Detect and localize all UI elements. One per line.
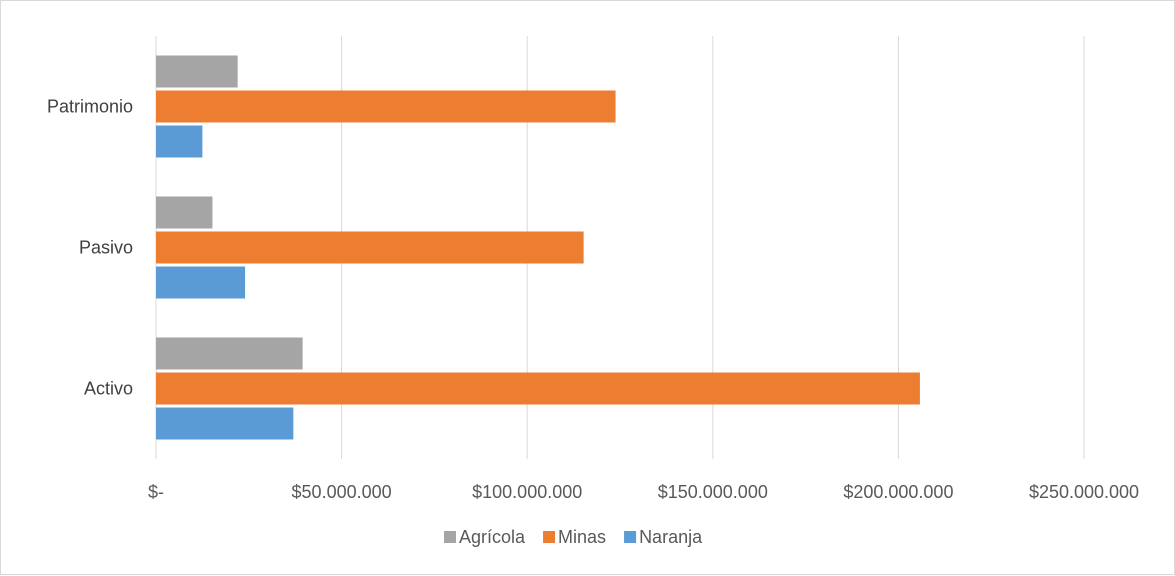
category-label-patrimonio: Patrimonio xyxy=(47,97,133,117)
x-tick-label: $50.000.000 xyxy=(292,482,392,502)
bar-naranja-pasivo xyxy=(156,266,246,299)
bar-minas-pasivo xyxy=(156,231,584,264)
bar-agricola-pasivo xyxy=(156,196,213,229)
legend-swatch-minas xyxy=(543,531,556,543)
bar-naranja-activo xyxy=(156,407,294,440)
bars xyxy=(156,55,920,440)
x-tick-labels: $- $50.000.000 $100.000.000 $150.000.000 $20… xyxy=(148,482,1139,502)
legend-label-agricola: Agrícola xyxy=(459,527,526,547)
bar-minas-activo xyxy=(156,372,920,405)
bar-naranja-patrimonio xyxy=(156,125,203,158)
category-label-pasivo: Pasivo xyxy=(79,238,133,258)
x-tick-label: $250.000.000 xyxy=(1029,482,1139,502)
legend-label-naranja: Naranja xyxy=(639,527,703,547)
x-tick-label: $150.000.000 xyxy=(658,482,768,502)
bar-minas-patrimonio xyxy=(156,90,616,123)
legend-swatch-agricola xyxy=(444,531,456,543)
x-tick-label: $200.000.000 xyxy=(843,482,953,502)
legend-swatch-naranja xyxy=(624,531,637,543)
x-tick-label: $- xyxy=(148,482,164,502)
bar-agricola-patrimonio xyxy=(156,55,238,88)
x-tick-label: $100.000.000 xyxy=(472,482,582,502)
legend: Agrícola Minas Naranja xyxy=(444,527,703,547)
bar-agricola-activo xyxy=(156,337,303,370)
legend-label-minas: Minas xyxy=(558,527,606,547)
category-label-activo: Activo xyxy=(84,379,133,399)
category-labels: Activo Pasivo Patrimonio xyxy=(47,97,133,399)
